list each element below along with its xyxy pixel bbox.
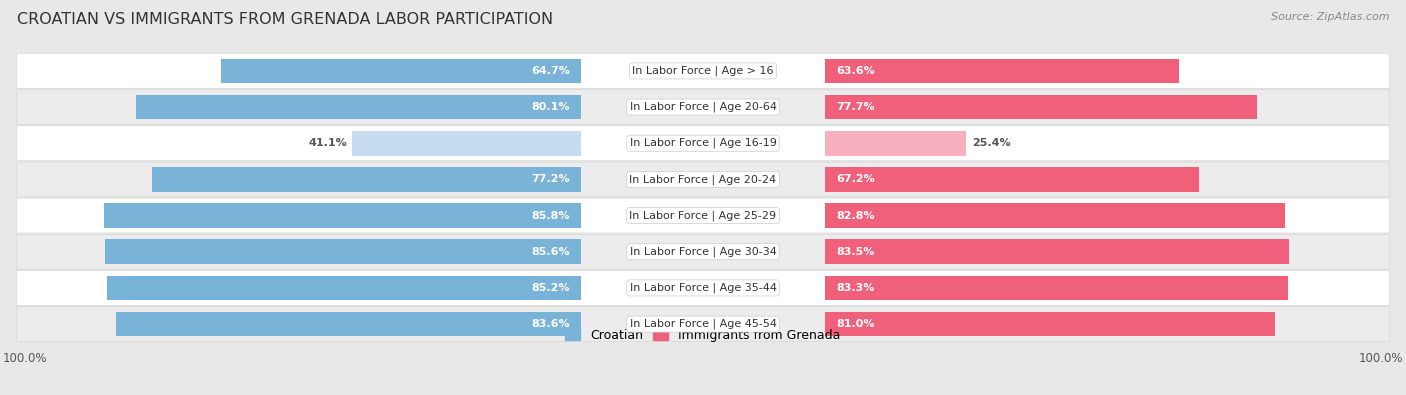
- Bar: [104, 203, 581, 228]
- Bar: [105, 239, 581, 264]
- Text: 25.4%: 25.4%: [972, 138, 1011, 148]
- Text: 63.6%: 63.6%: [837, 66, 875, 76]
- Bar: [825, 131, 966, 156]
- Bar: [136, 95, 581, 119]
- FancyBboxPatch shape: [17, 126, 1389, 161]
- Text: In Labor Force | Age 16-19: In Labor Force | Age 16-19: [630, 138, 776, 149]
- Text: 83.6%: 83.6%: [531, 319, 569, 329]
- FancyBboxPatch shape: [17, 162, 1389, 197]
- Bar: [107, 276, 581, 300]
- Text: 67.2%: 67.2%: [837, 175, 875, 184]
- Text: In Labor Force | Age 35-44: In Labor Force | Age 35-44: [630, 283, 776, 293]
- Text: 64.7%: 64.7%: [531, 66, 569, 76]
- FancyBboxPatch shape: [17, 234, 1389, 269]
- Text: 85.6%: 85.6%: [531, 247, 569, 257]
- Text: 80.1%: 80.1%: [531, 102, 569, 112]
- Text: 77.2%: 77.2%: [531, 175, 569, 184]
- Text: Source: ZipAtlas.com: Source: ZipAtlas.com: [1271, 12, 1389, 22]
- Text: 83.5%: 83.5%: [837, 247, 875, 257]
- Text: CROATIAN VS IMMIGRANTS FROM GRENADA LABOR PARTICIPATION: CROATIAN VS IMMIGRANTS FROM GRENADA LABO…: [17, 12, 553, 27]
- Bar: [825, 203, 1285, 228]
- Text: In Labor Force | Age > 16: In Labor Force | Age > 16: [633, 66, 773, 76]
- Text: In Labor Force | Age 20-24: In Labor Force | Age 20-24: [630, 174, 776, 185]
- Bar: [221, 58, 581, 83]
- Text: 85.8%: 85.8%: [531, 211, 569, 220]
- Bar: [825, 58, 1178, 83]
- Bar: [825, 95, 1257, 119]
- Bar: [825, 167, 1198, 192]
- Text: 77.7%: 77.7%: [837, 102, 875, 112]
- Text: 81.0%: 81.0%: [837, 319, 875, 329]
- Text: In Labor Force | Age 45-54: In Labor Force | Age 45-54: [630, 319, 776, 329]
- FancyBboxPatch shape: [17, 54, 1389, 88]
- Text: In Labor Force | Age 20-64: In Labor Force | Age 20-64: [630, 102, 776, 112]
- Bar: [825, 312, 1275, 337]
- Text: 41.1%: 41.1%: [308, 138, 347, 148]
- Legend: Croatian, Immigrants from Grenada: Croatian, Immigrants from Grenada: [561, 324, 845, 347]
- Text: 82.8%: 82.8%: [837, 211, 875, 220]
- Bar: [825, 239, 1289, 264]
- Text: 83.3%: 83.3%: [837, 283, 875, 293]
- Bar: [117, 312, 581, 337]
- Text: 85.2%: 85.2%: [531, 283, 569, 293]
- Bar: [152, 167, 581, 192]
- Bar: [825, 276, 1288, 300]
- FancyBboxPatch shape: [17, 198, 1389, 233]
- FancyBboxPatch shape: [17, 271, 1389, 305]
- Text: In Labor Force | Age 30-34: In Labor Force | Age 30-34: [630, 246, 776, 257]
- FancyBboxPatch shape: [17, 307, 1389, 341]
- FancyBboxPatch shape: [17, 90, 1389, 124]
- Text: In Labor Force | Age 25-29: In Labor Force | Age 25-29: [630, 210, 776, 221]
- Bar: [353, 131, 581, 156]
